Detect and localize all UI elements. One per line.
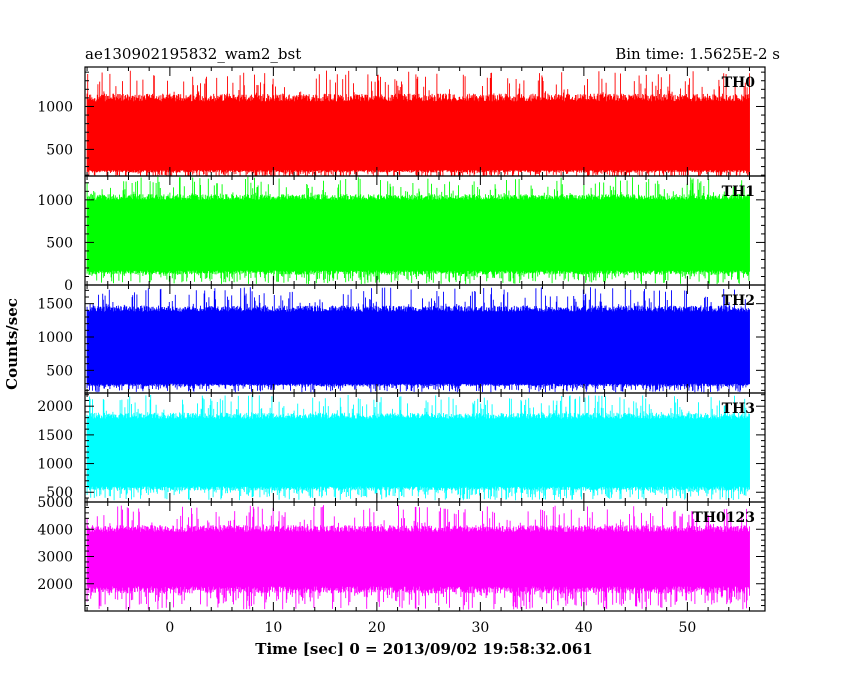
y-tick-label: 1000 [37,99,73,115]
x-tick-label: 20 [368,620,386,636]
y-tick-label: 1500 [37,428,73,444]
y-tick-label: 0 [64,278,73,294]
data-trace-th0 [86,70,750,176]
x-tick-label: 50 [678,620,696,636]
x-tick-label: 0 [165,620,174,636]
y-axis-label: Counts/sec [3,298,21,390]
y-tick-label: 1500 [37,297,73,313]
y-tick-label: 3000 [37,550,73,566]
panel-label-th0123: TH0123 [692,510,755,526]
y-tick-label: 4000 [37,522,73,538]
panel-label-th2: TH2 [722,293,755,309]
panel-th0123: 2000 3000 4000 5000 TH0123 [37,495,766,612]
y-tick-label: 5000 [37,495,73,511]
y-tick-label: 1000 [37,330,73,346]
y-tick-label: 500 [46,363,73,379]
x-axis-label: Time [sec] 0 = 2013/09/02 19:58:32.061 [255,640,592,658]
data-trace-th2 [86,287,750,393]
y-tick-label: 500 [46,485,73,501]
y-tick-label: 500 [46,142,73,158]
x-tick-label: 10 [264,620,282,636]
y-tick-label: 1000 [37,193,73,209]
y-tick-label: 500 [46,235,73,251]
x-tick-label: 40 [575,620,593,636]
panel-th0: 500 1000 TH0 [37,66,766,177]
panel-th2: 500 1000 1500 TH2 [37,284,766,394]
y-tick-label: 1000 [37,457,73,473]
panel-label-th3: TH3 [722,401,755,417]
data-trace-th1 [86,176,750,284]
panel-th3: 500 1000 1500 2000 TH3 [37,392,766,503]
panel-th1: 0 500 1000 TH1 [37,175,766,294]
chart-title-left: ae130902195832_wam2_bst [85,45,301,63]
y-tick-label: 2000 [37,399,73,415]
data-trace-th3 [86,395,750,501]
x-tick-label: 30 [471,620,489,636]
panel-label-th0: TH0 [722,75,756,91]
chart-title-right: Bin time: 1.5625E-2 s [615,45,780,63]
data-trace-th0123 [86,505,750,610]
panel-label-th1: TH1 [722,184,755,200]
y-tick-label: 2000 [37,577,73,593]
